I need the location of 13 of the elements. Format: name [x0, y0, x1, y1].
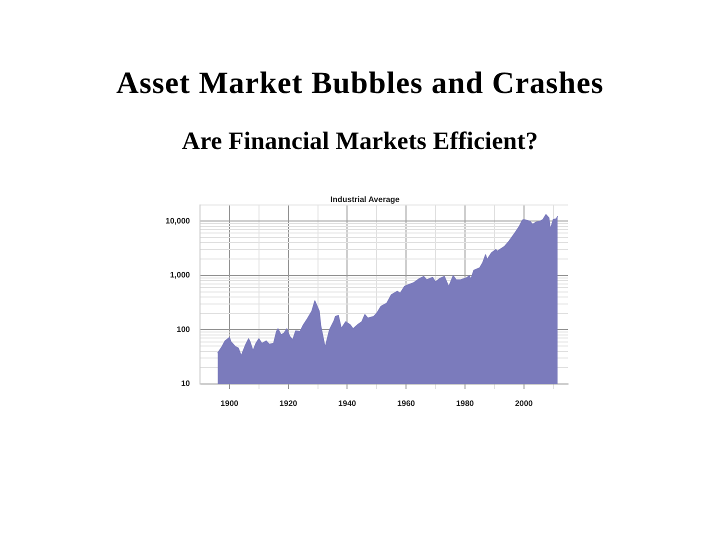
x-tick-label: 2000 — [514, 399, 534, 408]
x-tick-label: 1980 — [456, 399, 474, 408]
x-tick-label: 1920 — [279, 399, 298, 408]
y-tick-label: 10 — [181, 379, 191, 388]
text: Industrial Average — [330, 195, 400, 205]
chart-subtitle: Are Financial Markets Efficient? — [182, 127, 538, 157]
x-tick-label: 1940 — [338, 399, 357, 408]
x-tick-label: 1960 — [397, 399, 416, 408]
y-tick-label: 100 — [176, 324, 191, 334]
y-tick-label: 10,000 — [166, 216, 191, 226]
chart-title: Asset Market Bubbles and Crashes — [116, 64, 604, 102]
x-tick-label: 1900 — [220, 399, 239, 408]
y-tick-label: 1,000 — [170, 270, 191, 280]
